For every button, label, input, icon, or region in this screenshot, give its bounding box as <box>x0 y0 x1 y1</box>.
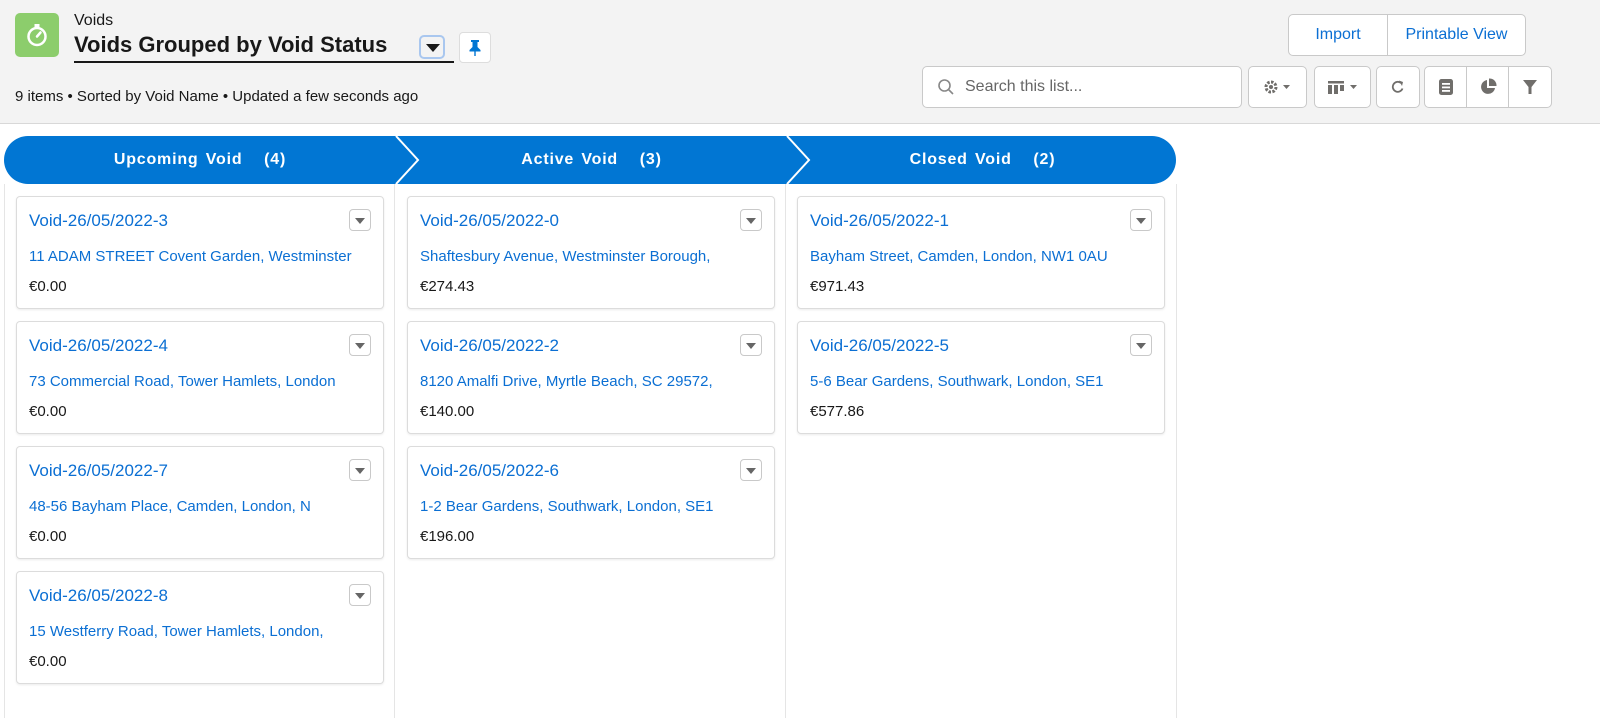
address-link[interactable]: 1-2 Bear Gardens, Southwark, London, SE1 <box>420 498 714 515</box>
chart-button[interactable] <box>1467 67 1509 107</box>
stage-divider <box>786 136 811 184</box>
card-actions-dropdown[interactable] <box>1130 334 1152 356</box>
amount: €0.00 <box>29 528 67 545</box>
card-actions-dropdown[interactable] <box>1130 209 1152 231</box>
stage-active-void[interactable]: Active Void (3) <box>396 136 787 184</box>
record-name-link[interactable]: Void-26/05/2022-7 <box>29 461 168 480</box>
stage-upcoming-void[interactable]: Upcoming Void (4) <box>4 136 396 184</box>
address-link[interactable]: 15 Westferry Road, Tower Hamlets, London… <box>29 623 324 640</box>
kanban-card[interactable]: Void-26/05/2022-6 1-2 Bear Gardens, Sout… <box>407 446 775 559</box>
import-button[interactable]: Import <box>1289 15 1388 55</box>
address-link[interactable]: Bayham Street, Camden, London, NW1 0AU <box>810 248 1108 265</box>
amount: €0.00 <box>29 653 67 670</box>
refresh-icon <box>1377 67 1419 107</box>
list-view-title[interactable]: Voids Grouped by Void Status <box>74 32 454 63</box>
card-actions-dropdown[interactable] <box>740 459 762 481</box>
kanban-card[interactable]: Void-26/05/2022-7 48-56 Bayham Place, Ca… <box>16 446 384 559</box>
view-toggle-group <box>1424 66 1552 108</box>
kanban-card[interactable]: Void-26/05/2022-5 5-6 Bear Gardens, Sout… <box>797 321 1165 434</box>
display-as-button[interactable] <box>1315 67 1370 107</box>
settings-button[interactable] <box>1249 67 1306 107</box>
search-icon <box>938 79 954 95</box>
settings-button-group <box>1248 66 1307 108</box>
display-as-button-group <box>1314 66 1371 108</box>
list-header: Voids Voids Grouped by Void Status 9 ite… <box>0 0 1600 124</box>
kanban-card[interactable]: Void-26/05/2022-2 8120 Amalfi Drive, Myr… <box>407 321 775 434</box>
search-box[interactable] <box>922 66 1242 108</box>
stage-count: (4) <box>264 151 287 168</box>
stage-count: (2) <box>1033 151 1056 168</box>
address-link[interactable]: 73 Commercial Road, Tower Hamlets, Londo… <box>29 373 336 390</box>
address-link[interactable]: Shaftesbury Avenue, Westminster Borough, <box>420 248 711 265</box>
kanban-column <box>4 184 395 718</box>
card-actions-dropdown[interactable] <box>349 584 371 606</box>
record-name-link[interactable]: Void-26/05/2022-0 <box>420 211 559 230</box>
kanban-card[interactable]: Void-26/05/2022-8 15 Westferry Road, Tow… <box>16 571 384 684</box>
list-view-button[interactable] <box>1425 67 1467 107</box>
amount: €577.86 <box>810 403 865 420</box>
gear-icon <box>1249 67 1306 107</box>
stage-count: (3) <box>639 151 662 168</box>
card-actions-dropdown[interactable] <box>349 459 371 481</box>
stopwatch-icon <box>15 13 59 57</box>
record-name-link[interactable]: Void-26/05/2022-3 <box>29 211 168 230</box>
chart-icon <box>1467 67 1508 107</box>
kanban-stage-bar: Upcoming Void (4) Active Void (3) Closed… <box>4 136 1176 184</box>
amount: €140.00 <box>420 403 475 420</box>
record-name-link[interactable]: Void-26/05/2022-4 <box>29 336 168 355</box>
card-actions-dropdown[interactable] <box>740 209 762 231</box>
kanban-card[interactable]: Void-26/05/2022-1 Bayham Street, Camden,… <box>797 196 1165 309</box>
action-buttons: Import Printable View <box>1288 14 1526 56</box>
stage-closed-void[interactable]: Closed Void (2) <box>787 136 1178 184</box>
filter-button[interactable] <box>1509 67 1551 107</box>
stage-label: Active Void <box>521 151 619 168</box>
printable-view-button[interactable]: Printable View <box>1405 26 1508 43</box>
record-name-link[interactable]: Void-26/05/2022-2 <box>420 336 559 355</box>
stage-divider <box>395 136 420 184</box>
card-actions-dropdown[interactable] <box>740 334 762 356</box>
card-actions-dropdown[interactable] <box>349 209 371 231</box>
object-label: Voids <box>74 12 114 29</box>
amount: €196.00 <box>420 528 475 545</box>
filter-icon <box>1509 67 1551 107</box>
refresh-button-group <box>1376 66 1420 108</box>
kanban-card[interactable]: Void-26/05/2022-3 11 ADAM STREET Covent … <box>16 196 384 309</box>
kanban-icon <box>1315 67 1370 107</box>
list-meta: 9 items • Sorted by Void Name • Updated … <box>15 88 419 105</box>
address-link[interactable]: 8120 Amalfi Drive, Myrtle Beach, SC 2957… <box>420 373 713 390</box>
kanban-card[interactable]: Void-26/05/2022-0 Shaftesbury Avenue, We… <box>407 196 775 309</box>
address-link[interactable]: 48-56 Bayham Place, Camden, London, N <box>29 498 311 515</box>
record-name-link[interactable]: Void-26/05/2022-8 <box>29 586 168 605</box>
kanban-column <box>395 184 786 718</box>
amount: €971.43 <box>810 278 865 295</box>
refresh-button[interactable] <box>1377 67 1419 107</box>
stage-label: Closed Void <box>909 151 1012 168</box>
address-link[interactable]: 11 ADAM STREET Covent Garden, Westminste… <box>29 248 352 265</box>
list-view-dropdown-button[interactable] <box>419 35 445 59</box>
pin-icon <box>469 39 481 56</box>
record-name-link[interactable]: Void-26/05/2022-5 <box>810 336 949 355</box>
record-name-link[interactable]: Void-26/05/2022-6 <box>420 461 559 480</box>
amount: €0.00 <box>29 403 67 420</box>
search-input[interactable] <box>965 78 1225 96</box>
address-link[interactable]: 5-6 Bear Gardens, Southwark, London, SE1 <box>810 373 1104 390</box>
pin-button[interactable] <box>459 32 491 63</box>
amount: €0.00 <box>29 278 67 295</box>
list-icon <box>1425 67 1466 107</box>
amount: €274.43 <box>420 278 475 295</box>
stage-label: Upcoming Void <box>113 151 243 168</box>
kanban-column <box>786 184 1177 718</box>
kanban-card[interactable]: Void-26/05/2022-4 73 Commercial Road, To… <box>16 321 384 434</box>
record-name-link[interactable]: Void-26/05/2022-1 <box>810 211 949 230</box>
card-actions-dropdown[interactable] <box>349 334 371 356</box>
